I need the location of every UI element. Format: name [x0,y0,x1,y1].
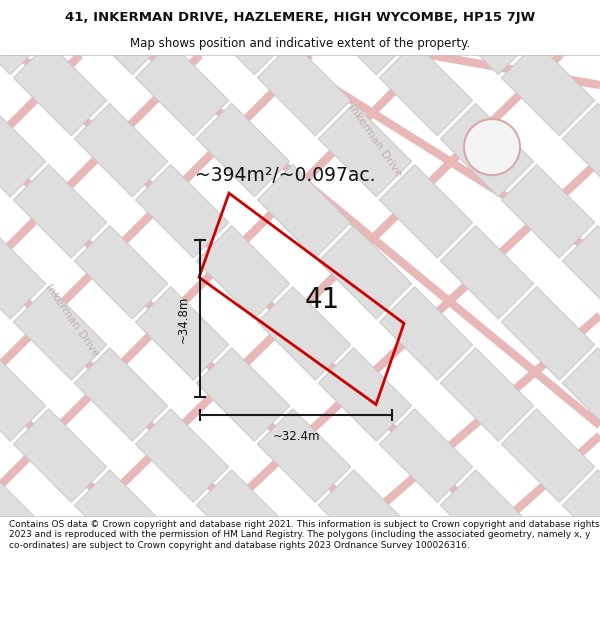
Polygon shape [136,42,229,136]
Text: ~34.8m: ~34.8m [177,295,190,343]
Polygon shape [13,531,107,624]
Polygon shape [136,0,229,14]
Polygon shape [196,348,290,441]
Polygon shape [379,409,473,502]
Polygon shape [136,409,229,502]
Polygon shape [319,348,412,441]
Polygon shape [257,42,350,136]
Polygon shape [562,103,600,197]
Polygon shape [257,164,350,258]
Polygon shape [440,226,533,319]
Text: Inkerman Drive: Inkerman Drive [43,282,101,358]
Polygon shape [74,226,167,319]
Polygon shape [136,531,229,624]
Text: 41: 41 [304,286,340,314]
Polygon shape [74,0,167,75]
Text: Inkerman Drive: Inkerman Drive [346,102,404,178]
Polygon shape [13,42,107,136]
Polygon shape [502,164,595,258]
Text: Map shows position and indicative extent of the property.: Map shows position and indicative extent… [130,38,470,51]
Polygon shape [319,226,412,319]
Polygon shape [379,0,473,14]
Polygon shape [13,287,107,380]
Polygon shape [440,470,533,563]
Polygon shape [136,287,229,380]
Polygon shape [74,348,167,441]
Polygon shape [136,164,229,258]
Polygon shape [379,42,473,136]
Polygon shape [502,531,595,624]
Polygon shape [196,103,290,197]
Polygon shape [562,348,600,441]
Polygon shape [13,409,107,502]
Text: Contains OS data © Crown copyright and database right 2021. This information is : Contains OS data © Crown copyright and d… [9,520,599,550]
Polygon shape [0,226,46,319]
Polygon shape [379,287,473,380]
Polygon shape [257,531,350,624]
Text: ~32.4m: ~32.4m [272,429,320,442]
Polygon shape [562,226,600,319]
Polygon shape [502,0,595,14]
Polygon shape [0,470,46,563]
Polygon shape [257,287,350,380]
Polygon shape [562,0,600,75]
Polygon shape [74,470,167,563]
Polygon shape [13,164,107,258]
Polygon shape [257,0,350,14]
Polygon shape [440,103,533,197]
Polygon shape [440,348,533,441]
Polygon shape [196,0,290,75]
Polygon shape [440,0,533,75]
Polygon shape [562,470,600,563]
Text: 41, INKERMAN DRIVE, HAZLEMERE, HIGH WYCOMBE, HP15 7JW: 41, INKERMAN DRIVE, HAZLEMERE, HIGH WYCO… [65,11,535,24]
Polygon shape [196,470,290,563]
Polygon shape [196,226,290,319]
Polygon shape [319,103,412,197]
Polygon shape [257,409,350,502]
Polygon shape [502,287,595,380]
Polygon shape [0,348,46,441]
Polygon shape [379,164,473,258]
Polygon shape [13,0,107,14]
Polygon shape [0,0,46,75]
Circle shape [464,119,520,175]
Polygon shape [502,409,595,502]
Polygon shape [502,42,595,136]
Polygon shape [74,103,167,197]
Text: ~394m²/~0.097ac.: ~394m²/~0.097ac. [195,166,375,184]
Polygon shape [319,0,412,75]
Polygon shape [0,103,46,197]
Polygon shape [379,531,473,624]
Polygon shape [319,470,412,563]
